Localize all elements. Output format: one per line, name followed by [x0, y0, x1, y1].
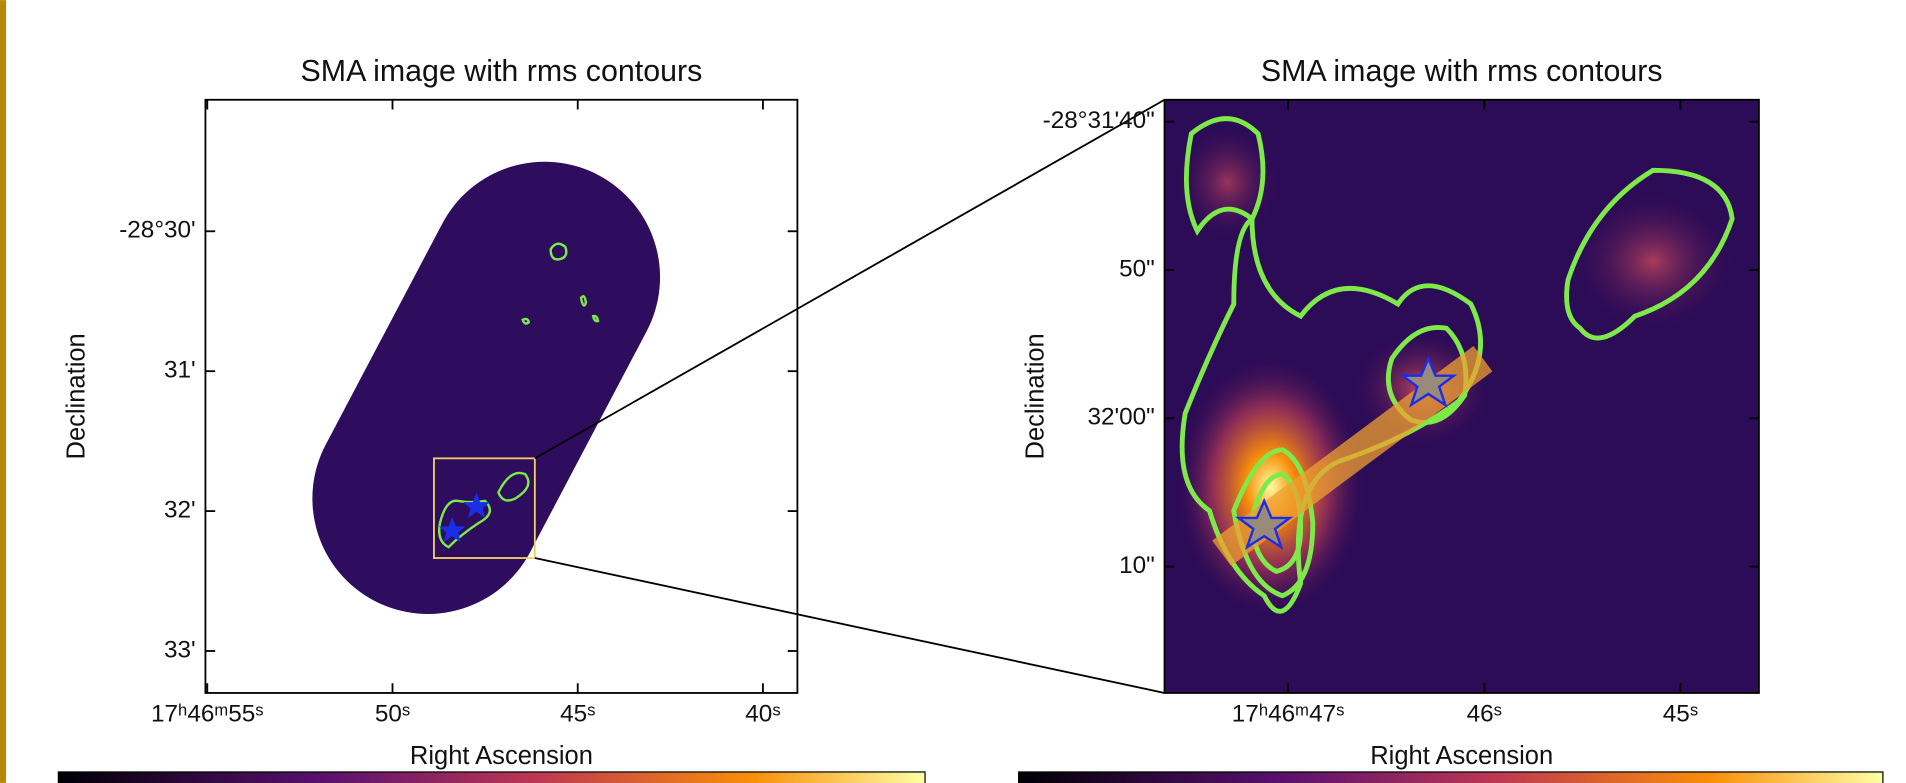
- map-coverage: [428, 277, 545, 498]
- x-tick-label: 17ʰ46ᵐ47ˢ: [1232, 700, 1345, 727]
- y-tick-label: 32': [164, 497, 196, 524]
- chart-title: SMA image with rms contours: [301, 54, 703, 88]
- y-axis-label: Declination: [1022, 333, 1050, 459]
- colorbar: [58, 772, 925, 783]
- zoom-image: [1165, 100, 1759, 693]
- y-tick-label: 50": [1119, 255, 1155, 282]
- x-tick-label: 40ˢ: [745, 700, 780, 727]
- y-tick-label: 33': [164, 636, 196, 663]
- y-tick-label: 32'00": [1087, 404, 1154, 431]
- page-edge: [0, 0, 6, 783]
- x-tick-label: 45ˢ: [560, 700, 595, 727]
- y-axis-label: Declination: [63, 333, 91, 459]
- y-tick-label: -28°31'40": [1043, 107, 1155, 134]
- figure: SMA image with rms contours Right Ascensi…: [0, 0, 1906, 783]
- x-tick-label: 50ˢ: [375, 700, 410, 727]
- x-axis-label: Right Ascension: [1370, 742, 1553, 770]
- x-tick-label: 46ˢ: [1467, 700, 1502, 727]
- y-tick-label: 10": [1119, 552, 1155, 579]
- x-tick-label: 17ʰ46ᵐ55ˢ: [151, 700, 264, 727]
- colorbar: [1019, 772, 1883, 783]
- chart-title: SMA image with rms contours: [1261, 54, 1663, 88]
- x-tick-label: 45ˢ: [1663, 700, 1698, 727]
- y-tick-label: -28°30': [119, 217, 196, 244]
- zoom-line: [535, 558, 1165, 693]
- x-axis-label: Right Ascension: [410, 742, 593, 770]
- y-tick-label: 31': [164, 357, 196, 384]
- page: {"chart_data": [ {"type": "image", "titl…: [0, 0, 1906, 783]
